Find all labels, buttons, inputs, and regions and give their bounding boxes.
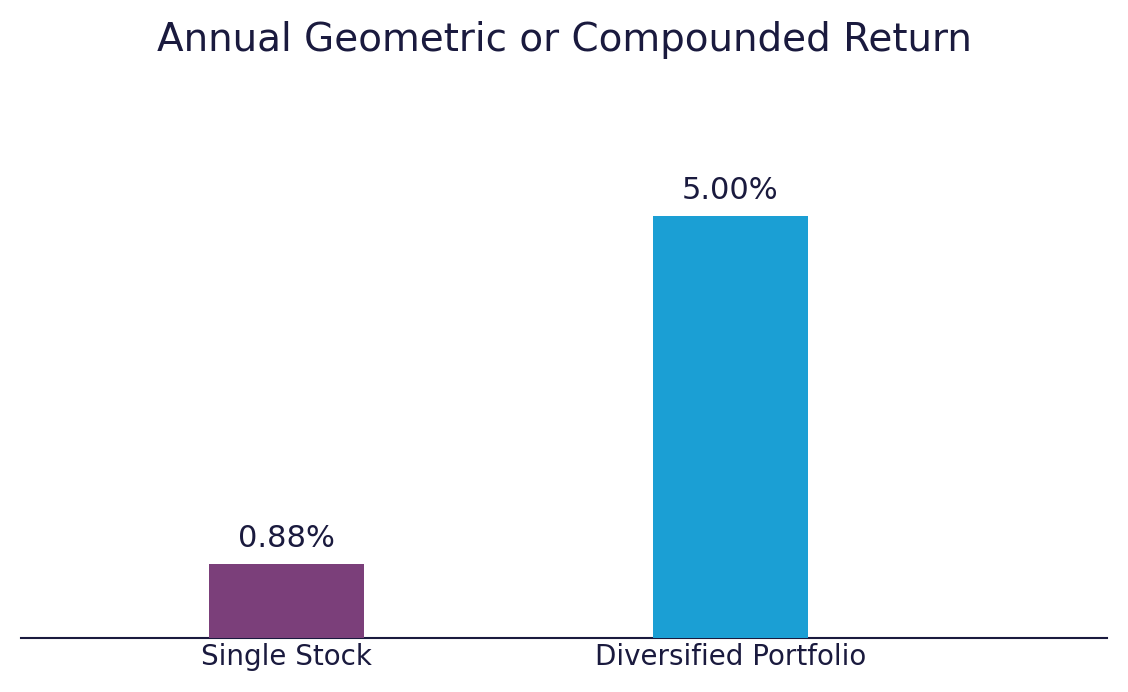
Text: 5.00%: 5.00% [682, 176, 778, 206]
Title: Annual Geometric or Compounded Return: Annual Geometric or Compounded Return [157, 21, 971, 59]
Bar [210, 564, 364, 638]
Text: 0.88%: 0.88% [238, 524, 335, 553]
Bar [653, 217, 808, 638]
